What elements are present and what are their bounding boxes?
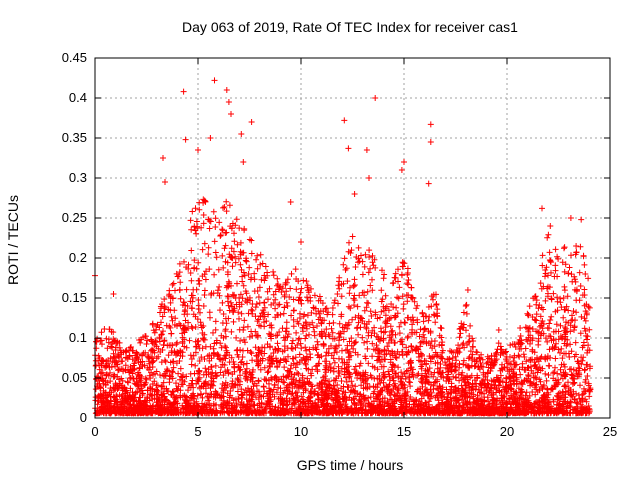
y-tick-label: 0.25	[62, 210, 87, 225]
chart-title: Day 063 of 2019, Rate Of TEC Index for r…	[182, 19, 518, 35]
x-axis-label: GPS time / hours	[297, 457, 404, 473]
x-tick-label: 5	[194, 424, 201, 439]
x-tick-label: 0	[91, 424, 98, 439]
y-tick-label: 0.35	[62, 130, 87, 145]
y-tick-label: 0.45	[62, 50, 87, 65]
y-axis-ticks: 0 0.05 0.1 0.15 0.2 0.25 0.3 0.35 0.4 0.45	[62, 50, 610, 425]
y-tick-label: 0.3	[69, 170, 87, 185]
scatter-point-group	[92, 77, 593, 417]
y-tick-label: 0.2	[69, 250, 87, 265]
x-tick-label: 25	[603, 424, 617, 439]
y-tick-label: 0	[80, 410, 87, 425]
y-tick-label: 0.4	[69, 90, 87, 105]
y-tick-label: 0.05	[62, 370, 87, 385]
plot-frame	[94, 57, 611, 419]
x-tick-label: 10	[294, 424, 308, 439]
y-axis-label: ROTI / TECUs	[5, 195, 21, 285]
y-tick-label: 0.15	[62, 290, 87, 305]
x-axis-ticks: 0 5 10 15 20 25	[91, 58, 617, 439]
x-tick-label: 20	[500, 424, 514, 439]
y-tick-label: 0.1	[69, 330, 87, 345]
data-points	[92, 77, 594, 417]
scatter-point-group	[92, 212, 594, 417]
x-tick-label: 15	[397, 424, 411, 439]
